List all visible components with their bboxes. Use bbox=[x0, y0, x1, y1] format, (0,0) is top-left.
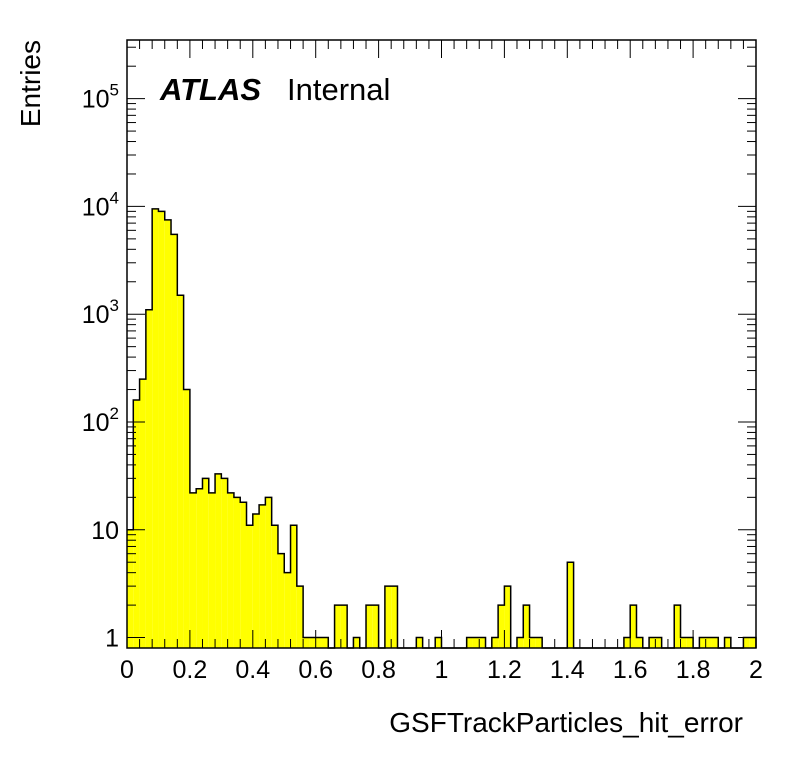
histogram-bar bbox=[340, 605, 348, 648]
y-tick-label: 103 bbox=[82, 296, 119, 329]
histogram-bar bbox=[636, 637, 643, 648]
histogram-bar bbox=[321, 637, 329, 648]
histogram-bar bbox=[630, 605, 637, 648]
histogram-bar bbox=[145, 309, 153, 648]
histogram-bar bbox=[535, 637, 543, 648]
histogram-bar bbox=[171, 234, 178, 649]
histogram-bar bbox=[353, 637, 360, 648]
histogram-bar bbox=[215, 473, 222, 648]
y-tick-labels: 1 10 102 103 104 105 bbox=[82, 81, 119, 653]
histogram-bar bbox=[183, 389, 190, 648]
histogram-bar bbox=[529, 637, 536, 648]
x-tick-label: 0 bbox=[120, 656, 134, 684]
histogram-bar bbox=[435, 637, 442, 648]
histogram-bar bbox=[680, 637, 687, 648]
histogram-bar bbox=[303, 637, 310, 648]
histogram-bar bbox=[504, 586, 511, 648]
histogram-bar bbox=[265, 497, 272, 648]
histogram-bar bbox=[296, 586, 304, 648]
histogram-bar bbox=[655, 637, 662, 648]
histogram-bar bbox=[498, 605, 505, 648]
histogram-bar bbox=[705, 637, 712, 648]
histogram-bar bbox=[416, 637, 423, 648]
histogram-bar bbox=[152, 208, 159, 648]
histogram-bar bbox=[259, 504, 266, 648]
histogram-bar bbox=[309, 637, 316, 648]
histogram-bar bbox=[743, 637, 750, 648]
internal-label: Internal bbox=[287, 72, 390, 107]
y-tick-label: 102 bbox=[82, 404, 119, 437]
histogram-bar bbox=[133, 399, 140, 648]
histogram-bar bbox=[372, 605, 379, 648]
y-tick-label: 105 bbox=[82, 81, 119, 114]
x-tick-labels: 0 0.2 0.4 0.6 0.8 1 1.2 1.4 1.6 1.8 2 bbox=[120, 656, 763, 684]
y-ticks bbox=[127, 46, 756, 639]
x-tick-label: 0.6 bbox=[298, 656, 333, 684]
histogram-bar bbox=[271, 525, 278, 648]
y-tick-label: 1 bbox=[105, 625, 119, 653]
histogram-bar bbox=[472, 637, 480, 648]
histogram-bar bbox=[284, 572, 291, 648]
x-tick-label: 1.6 bbox=[613, 656, 648, 684]
histogram-bar bbox=[724, 637, 731, 648]
histogram-bar bbox=[177, 295, 184, 648]
histogram-bar bbox=[749, 637, 756, 648]
y-tick-label: 10 bbox=[91, 517, 119, 545]
histogram-bar bbox=[516, 637, 524, 648]
histogram-bar bbox=[189, 492, 197, 648]
histogram-bar bbox=[479, 637, 486, 648]
x-tick-label: 0.4 bbox=[235, 656, 270, 684]
histogram-bar bbox=[699, 637, 706, 648]
histogram-bar bbox=[315, 637, 322, 648]
histogram-bar bbox=[252, 514, 260, 648]
histogram-bar bbox=[240, 502, 247, 648]
x-tick-label: 1 bbox=[435, 656, 449, 684]
x-tick-label: 0.2 bbox=[173, 656, 208, 684]
histogram-bar bbox=[221, 478, 228, 648]
histogram-bar bbox=[711, 637, 719, 648]
histogram-bar bbox=[567, 562, 574, 648]
histogram-bar bbox=[334, 605, 341, 648]
histogram-bar bbox=[391, 586, 398, 648]
x-tick-label: 0.8 bbox=[361, 656, 396, 684]
histogram-bar bbox=[127, 529, 134, 648]
histogram-bar bbox=[686, 637, 694, 648]
y-tick-label: 104 bbox=[82, 188, 119, 221]
atlas-label: ATLAS bbox=[159, 72, 261, 107]
x-tick-label: 1.2 bbox=[487, 656, 522, 684]
bars-layer bbox=[127, 208, 756, 649]
histogram-bar bbox=[649, 637, 656, 648]
histogram-bar bbox=[227, 492, 234, 648]
histogram-bar bbox=[139, 379, 146, 648]
histogram-bar bbox=[674, 605, 681, 648]
x-tick-label: 1.8 bbox=[676, 656, 711, 684]
histogram-bar bbox=[491, 637, 499, 648]
histogram-bar bbox=[466, 637, 473, 648]
x-tick-label: 1.4 bbox=[550, 656, 585, 684]
histogram-bar bbox=[233, 497, 241, 648]
histogram-bar bbox=[246, 525, 253, 648]
histogram-bar bbox=[277, 553, 285, 648]
histogram-bar bbox=[196, 488, 203, 648]
x-ticks bbox=[126, 40, 757, 648]
x-axis-title: GSFTrackParticles_hit_error bbox=[389, 707, 743, 738]
histogram-bar bbox=[208, 492, 216, 648]
histogram-bar bbox=[158, 211, 165, 649]
histogram-bar bbox=[623, 637, 631, 648]
y-axis-title: Entries bbox=[15, 40, 46, 127]
histogram-bar bbox=[366, 605, 373, 648]
x-tick-label: 2 bbox=[749, 656, 763, 684]
histogram-bar bbox=[164, 219, 172, 648]
histogram-bar bbox=[384, 586, 392, 648]
histogram-bar bbox=[202, 478, 209, 648]
histogram-bar bbox=[523, 605, 530, 648]
histogram-bar bbox=[290, 525, 297, 648]
